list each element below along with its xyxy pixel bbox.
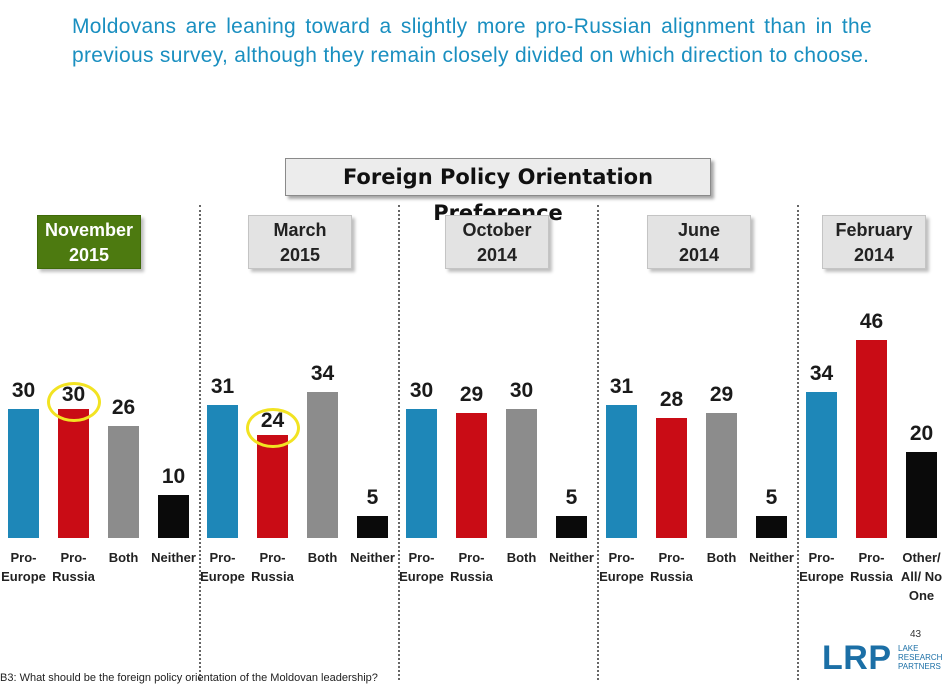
category-label-line: Russia: [241, 567, 305, 586]
bar: [406, 409, 437, 538]
group-divider: [597, 205, 599, 680]
period-month: November: [38, 218, 140, 243]
period-month: February: [823, 218, 925, 243]
category-label-line: Russia: [440, 567, 504, 586]
period-month: June: [648, 218, 750, 243]
logo-line-2: RESEARCH: [898, 653, 942, 662]
data-label: 5: [343, 486, 403, 510]
category-label-line: All/ No: [890, 567, 946, 586]
data-label: 34: [792, 362, 852, 386]
bar: [756, 516, 787, 538]
bar: [856, 340, 887, 538]
period-year: 2014: [446, 243, 548, 268]
period-month: March: [249, 218, 351, 243]
data-label: 10: [144, 465, 204, 489]
chart-title: Foreign Policy Orientation Preference: [285, 158, 711, 196]
group-divider: [199, 205, 201, 680]
page-number: 43: [910, 629, 921, 640]
bar: [556, 516, 587, 538]
bar: [207, 405, 238, 538]
period-year: 2015: [249, 243, 351, 268]
data-label: 5: [742, 486, 802, 510]
headline: Moldovans are leaning toward a slightly …: [72, 12, 872, 70]
bar: [257, 435, 288, 538]
logo-mark: LRP: [822, 640, 892, 676]
bar: [706, 413, 737, 538]
data-label: 34: [293, 362, 353, 386]
data-label: 5: [542, 486, 602, 510]
category-label-line: One: [890, 586, 946, 605]
bar: [8, 409, 39, 538]
category-label-line: Russia: [640, 567, 704, 586]
bar: [606, 405, 637, 538]
category-label-line: Russia: [42, 567, 106, 586]
bar: [456, 413, 487, 538]
category-label-line: Other/: [890, 548, 946, 567]
bar: [357, 516, 388, 538]
group-divider: [797, 205, 799, 680]
period-year: 2014: [823, 243, 925, 268]
bar: [656, 418, 687, 538]
footnote: B3: What should be the foreign policy or…: [0, 672, 378, 684]
highlight-ring: [246, 408, 300, 448]
data-label: 29: [692, 383, 752, 407]
data-label: 31: [193, 375, 253, 399]
data-label: 26: [94, 396, 154, 420]
period-year: 2015: [38, 243, 140, 268]
logo-line-1: LAKE: [898, 644, 918, 653]
data-label: 46: [842, 310, 902, 334]
logo-line-3: PARTNERS: [898, 662, 941, 671]
data-label: 30: [492, 379, 552, 403]
bar: [158, 495, 189, 538]
period-year: 2014: [648, 243, 750, 268]
period-month: October: [446, 218, 548, 243]
data-label: 20: [892, 422, 946, 446]
bar: [58, 409, 89, 538]
bar: [307, 392, 338, 538]
bar: [108, 426, 139, 538]
highlight-ring: [47, 382, 101, 422]
group-divider: [398, 205, 400, 680]
bar: [806, 392, 837, 538]
bar: [906, 452, 937, 538]
bar: [506, 409, 537, 538]
lrp-logo: LRP LAKE RESEARCH PARTNERS: [822, 640, 946, 680]
